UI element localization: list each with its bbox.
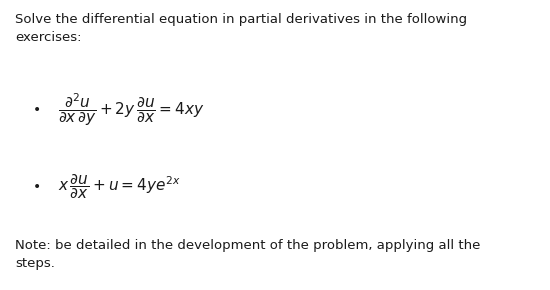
Text: Solve the differential equation in partial derivatives in the following
exercise: Solve the differential equation in parti… [15,13,467,44]
Text: •: • [33,103,41,117]
Text: $x\,\dfrac{\partial u}{\partial x} + u = 4ye^{2x}$: $x\,\dfrac{\partial u}{\partial x} + u =… [58,173,180,202]
Text: Note: be detailed in the development of the problem, applying all the
steps.: Note: be detailed in the development of … [15,239,480,270]
Text: •: • [33,180,41,194]
Text: $\dfrac{\partial^{2}u}{\partial x\, \partial y} + 2y\,\dfrac{\partial u}{\partia: $\dfrac{\partial^{2}u}{\partial x\, \par… [58,92,204,128]
